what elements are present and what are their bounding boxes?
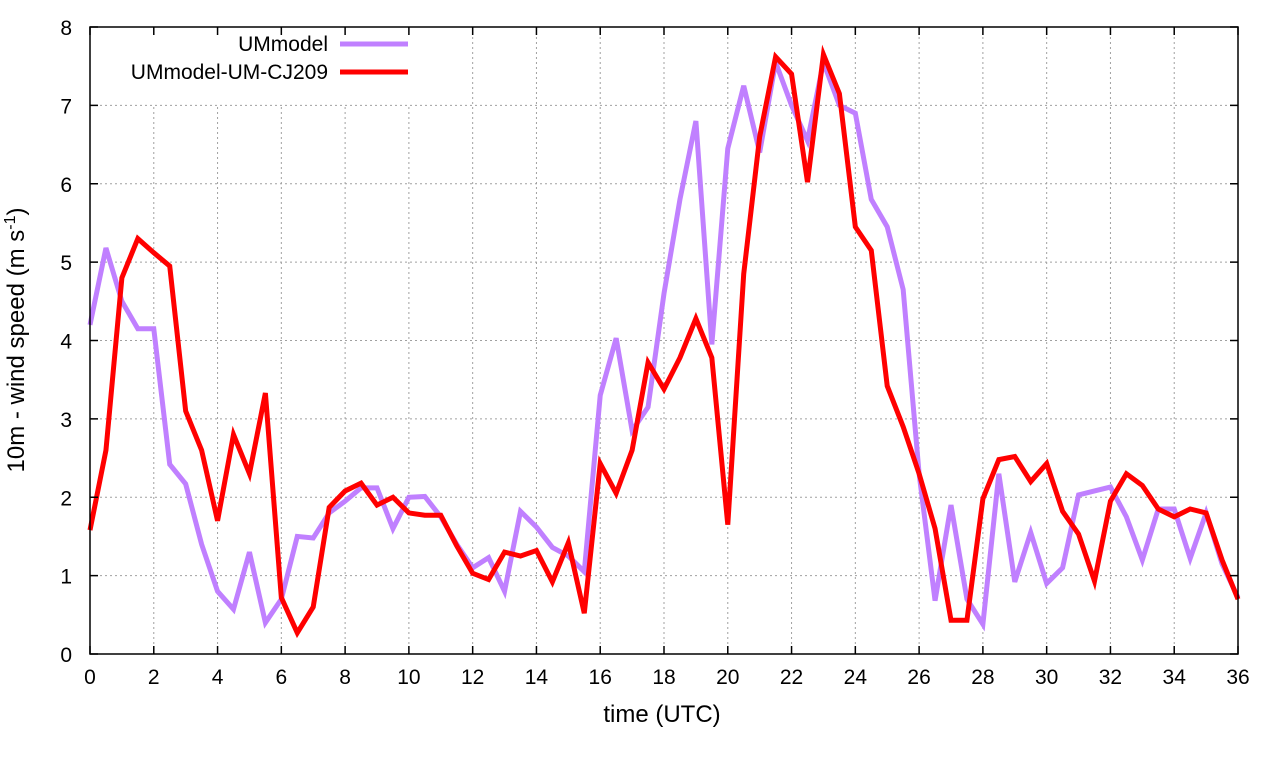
x-tick-label: 20 [716, 666, 739, 689]
y-tick-label: 2 [60, 487, 72, 510]
y-tick-label: 0 [60, 644, 72, 667]
legend: UMmodel UMmodel-UM-CJ209 [131, 33, 408, 84]
x-tick-label: 30 [1035, 666, 1058, 689]
y-tick-label: 1 [60, 566, 72, 589]
legend-label-ummodel-um-cj209: UMmodel-UM-CJ209 [131, 61, 328, 84]
legend-background [91, 28, 421, 104]
x-tick-label: 28 [971, 666, 994, 689]
x-tick-label: 22 [780, 666, 803, 689]
x-tick-label: 32 [1099, 666, 1122, 689]
y-axis-label-superscript: -1 [2, 215, 19, 229]
y-tick-label: 5 [60, 252, 72, 275]
series-lines [87, 44, 1241, 639]
x-tick-label: 16 [589, 666, 612, 689]
x-tick-label: 6 [275, 666, 287, 689]
x-tick-label: 4 [212, 666, 224, 689]
y-tick-label: 3 [60, 409, 72, 432]
x-tick-label: 34 [1163, 666, 1187, 689]
x-tick-label: 12 [461, 666, 484, 689]
series-line-ummodel-um-cj209 [87, 44, 1241, 639]
y-tick-label: 4 [60, 331, 72, 354]
x-tick-label: 2 [148, 666, 160, 689]
legend-label-ummodel: UMmodel [238, 33, 328, 56]
y-tick-label: 7 [60, 95, 72, 118]
y-axis-label-close: ) [3, 208, 30, 216]
x-tick-label: 10 [397, 666, 420, 689]
x-axis-label: time (UTC) [603, 701, 720, 728]
x-tick-label: 26 [907, 666, 930, 689]
y-axis-label: 10m - wind speed (m s-1) [2, 208, 30, 473]
x-tick-label: 36 [1226, 666, 1249, 689]
x-tick-label: 0 [84, 666, 96, 689]
grid [90, 27, 1238, 654]
y-tick-label: 8 [60, 17, 72, 40]
x-tick-label: 24 [844, 666, 868, 689]
x-tick-label: 14 [525, 666, 549, 689]
ticks: 0 2 4 6 8 10 12 14 16 18 20 22 24 26 28 30 32 34 360123456… [60, 17, 1249, 689]
x-tick-label: 18 [652, 666, 675, 689]
x-tick-label: 8 [339, 666, 351, 689]
y-axis-label-main: 10m - wind speed (m s [3, 230, 30, 473]
y-tick-label: 6 [60, 174, 72, 197]
